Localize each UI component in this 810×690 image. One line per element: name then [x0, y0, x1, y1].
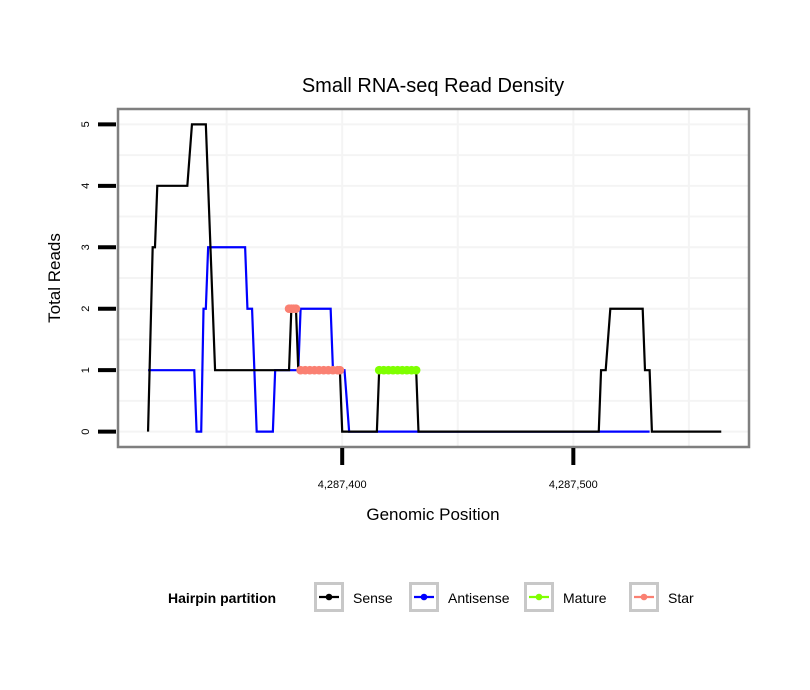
y-tick-label: 1 — [80, 367, 92, 373]
chart-title: Small RNA-seq Read Density — [302, 75, 564, 97]
star-point — [335, 365, 345, 375]
legend-item-star: Star — [629, 582, 694, 612]
series-layer — [146, 123, 722, 433]
legend-key-point — [325, 593, 333, 601]
legend-key-point — [420, 593, 428, 601]
x-tick-label: 4,287,400 — [318, 479, 367, 491]
y-axis-title: Total Reads — [45, 233, 64, 323]
legend-key-point — [535, 593, 543, 601]
sense-series-line — [146, 123, 722, 433]
y-tick-label: 2 — [80, 306, 92, 312]
star-series — [284, 304, 345, 375]
x-axis: 4,287,400 4,287,500 — [318, 448, 598, 491]
legend-key-point — [640, 593, 648, 601]
x-axis-title: Genomic Position — [366, 505, 499, 524]
legend-label: Star — [668, 590, 694, 606]
y-axis: 0 1 2 3 4 5 — [80, 121, 116, 435]
mature-series — [374, 365, 421, 375]
legend-label: Antisense — [448, 590, 510, 606]
legend-item-sense: Sense — [314, 582, 393, 612]
legend-label: Sense — [353, 590, 393, 606]
mature-point — [411, 365, 421, 375]
legend-label: Mature — [563, 590, 607, 606]
plot-panel — [116, 107, 751, 449]
plot-border — [116, 107, 751, 449]
legend-entries: Sense Antisense Mature Star — [314, 582, 694, 612]
legend-item-mature: Mature — [524, 582, 607, 612]
legend-item-antisense: Antisense — [409, 582, 510, 612]
y-tick-label: 0 — [80, 429, 92, 435]
y-tick-label: 5 — [80, 121, 92, 127]
x-tick-label: 4,287,500 — [549, 479, 598, 491]
y-tick-label: 4 — [80, 183, 92, 189]
legend: Hairpin partition Sense Antisense Mature St… — [168, 582, 694, 612]
star-point — [291, 304, 301, 314]
y-tick-label: 3 — [80, 244, 92, 250]
legend-title: Hairpin partition — [168, 590, 276, 606]
